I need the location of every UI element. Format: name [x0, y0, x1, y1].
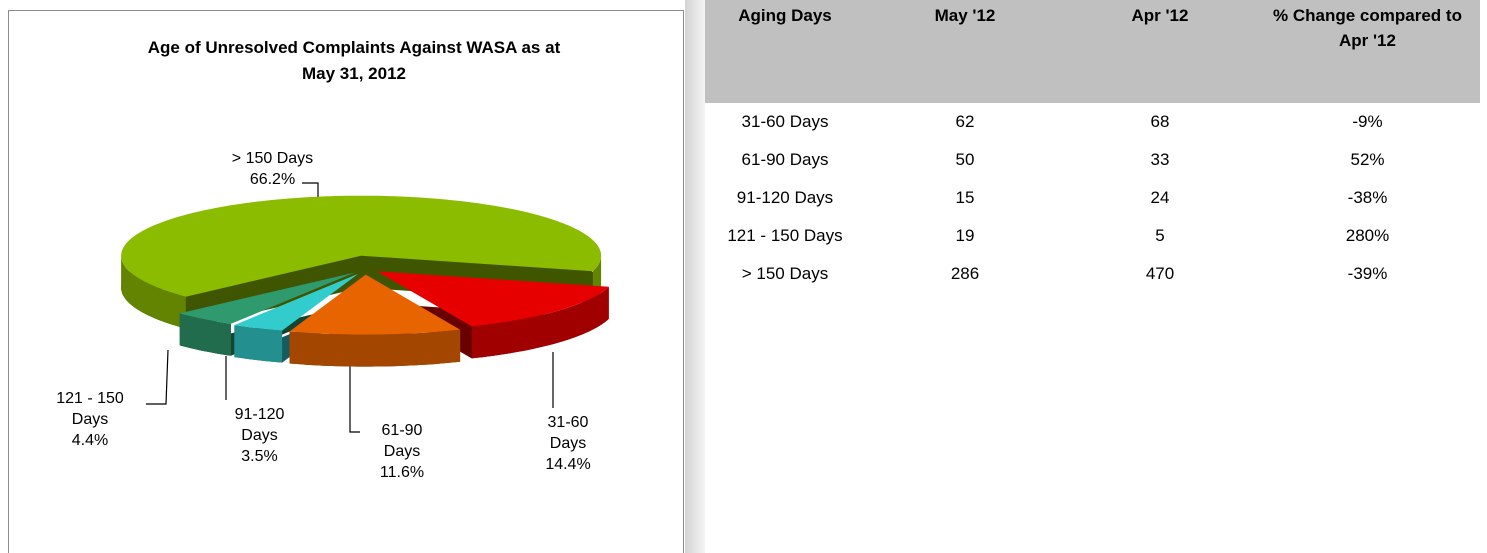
- table-cell: 286: [950, 264, 980, 283]
- table-row: 91-120 Days 15 24 -38%: [705, 179, 1480, 217]
- table-cell: 121 - 150 Days: [727, 226, 843, 245]
- table-body: 31-60 Days 62 68 -9% 61-90 Days 50 33 52% 91-120…: [705, 103, 1480, 293]
- table-cell: 68: [1150, 112, 1170, 131]
- table-row: 121 - 150 Days 19 5 280%: [705, 217, 1480, 255]
- header-cell: Apr '12: [1065, 0, 1255, 103]
- chart-title: Age of Unresolved Complaints Against WAS…: [147, 38, 561, 83]
- category-label: > 150 Days: [231, 150, 314, 167]
- category-label: 121 - 150 Days: [56, 390, 124, 428]
- table-cell: 50: [955, 150, 975, 169]
- slice-side: [289, 329, 461, 367]
- table-cell: > 150 Days: [741, 264, 829, 283]
- table-cell: 52%: [1350, 150, 1385, 169]
- slice-label: 61-90 Days 11.6%: [372, 420, 432, 483]
- value-label: 4.4%: [71, 432, 109, 449]
- table-row: > 150 Days 286 470 -39%: [705, 255, 1480, 293]
- slice-side: [234, 325, 283, 363]
- table-cell: 24: [1150, 188, 1170, 207]
- table-cell: 62: [955, 112, 975, 131]
- category-label: 91-120 Days: [234, 406, 285, 444]
- slice-side: [471, 286, 609, 359]
- pie-slice: [289, 274, 461, 367]
- slice-label: 121 - 150 Days 4.4%: [45, 388, 135, 451]
- slice-label: 31-60 Days 14.4%: [538, 412, 598, 475]
- pie-chart: [121, 182, 609, 433]
- header-cell: Aging Days: [705, 0, 865, 103]
- leader-line: [349, 365, 360, 433]
- leader-line: [146, 349, 169, 405]
- header-cell: % Change compared to Apr '12: [1255, 0, 1480, 103]
- slice-side: [179, 313, 231, 356]
- table-cell: 5: [1155, 226, 1165, 245]
- table-cell: 15: [955, 188, 975, 207]
- table-cell: 470: [1145, 264, 1175, 283]
- slice-side: [121, 255, 186, 329]
- table-cell: 61-90 Days: [741, 150, 829, 169]
- data-table: Aging Days May '12 Apr '12% Change compare…: [705, 0, 1480, 293]
- chart-area: Age of Unresolved Complaints Against WAS…: [8, 10, 684, 553]
- value-label: 14.4%: [545, 456, 591, 473]
- table-cell: 91-120 Days: [736, 188, 834, 207]
- panel-shadow: [685, 0, 705, 553]
- table-cell: 280%: [1345, 226, 1390, 245]
- table-cell: -39%: [1347, 264, 1388, 283]
- table-row: 31-60 Days 62 68 -9%: [705, 103, 1480, 141]
- slice: [289, 274, 461, 335]
- category-label: 31-60 Days: [547, 414, 589, 452]
- table-cell: 33: [1150, 150, 1170, 169]
- header-row: Aging Days May '12 Apr '12% Change compare…: [705, 0, 1480, 103]
- value-label: 3.5%: [241, 448, 278, 465]
- slice: [121, 195, 602, 297]
- header-cell: May '12: [865, 0, 1065, 103]
- table-row: 61-90 Days 50 33 52%: [705, 141, 1480, 179]
- table-cell: 31-60 Days: [741, 112, 829, 131]
- slice-label: 91-120 Days 3.5%: [222, 404, 297, 467]
- value-label: 66.2%: [249, 171, 296, 188]
- slice-label: > 150 Days 66.2%: [210, 148, 335, 190]
- value-label: 11.6%: [379, 464, 425, 481]
- slice: [377, 271, 609, 327]
- slice: [179, 272, 355, 324]
- slice: [234, 273, 359, 331]
- table-cell: -9%: [1352, 112, 1383, 131]
- table-cell: 19: [955, 226, 975, 245]
- category-label: 61-90 Days: [381, 422, 423, 460]
- table-cell: -38%: [1347, 188, 1388, 207]
